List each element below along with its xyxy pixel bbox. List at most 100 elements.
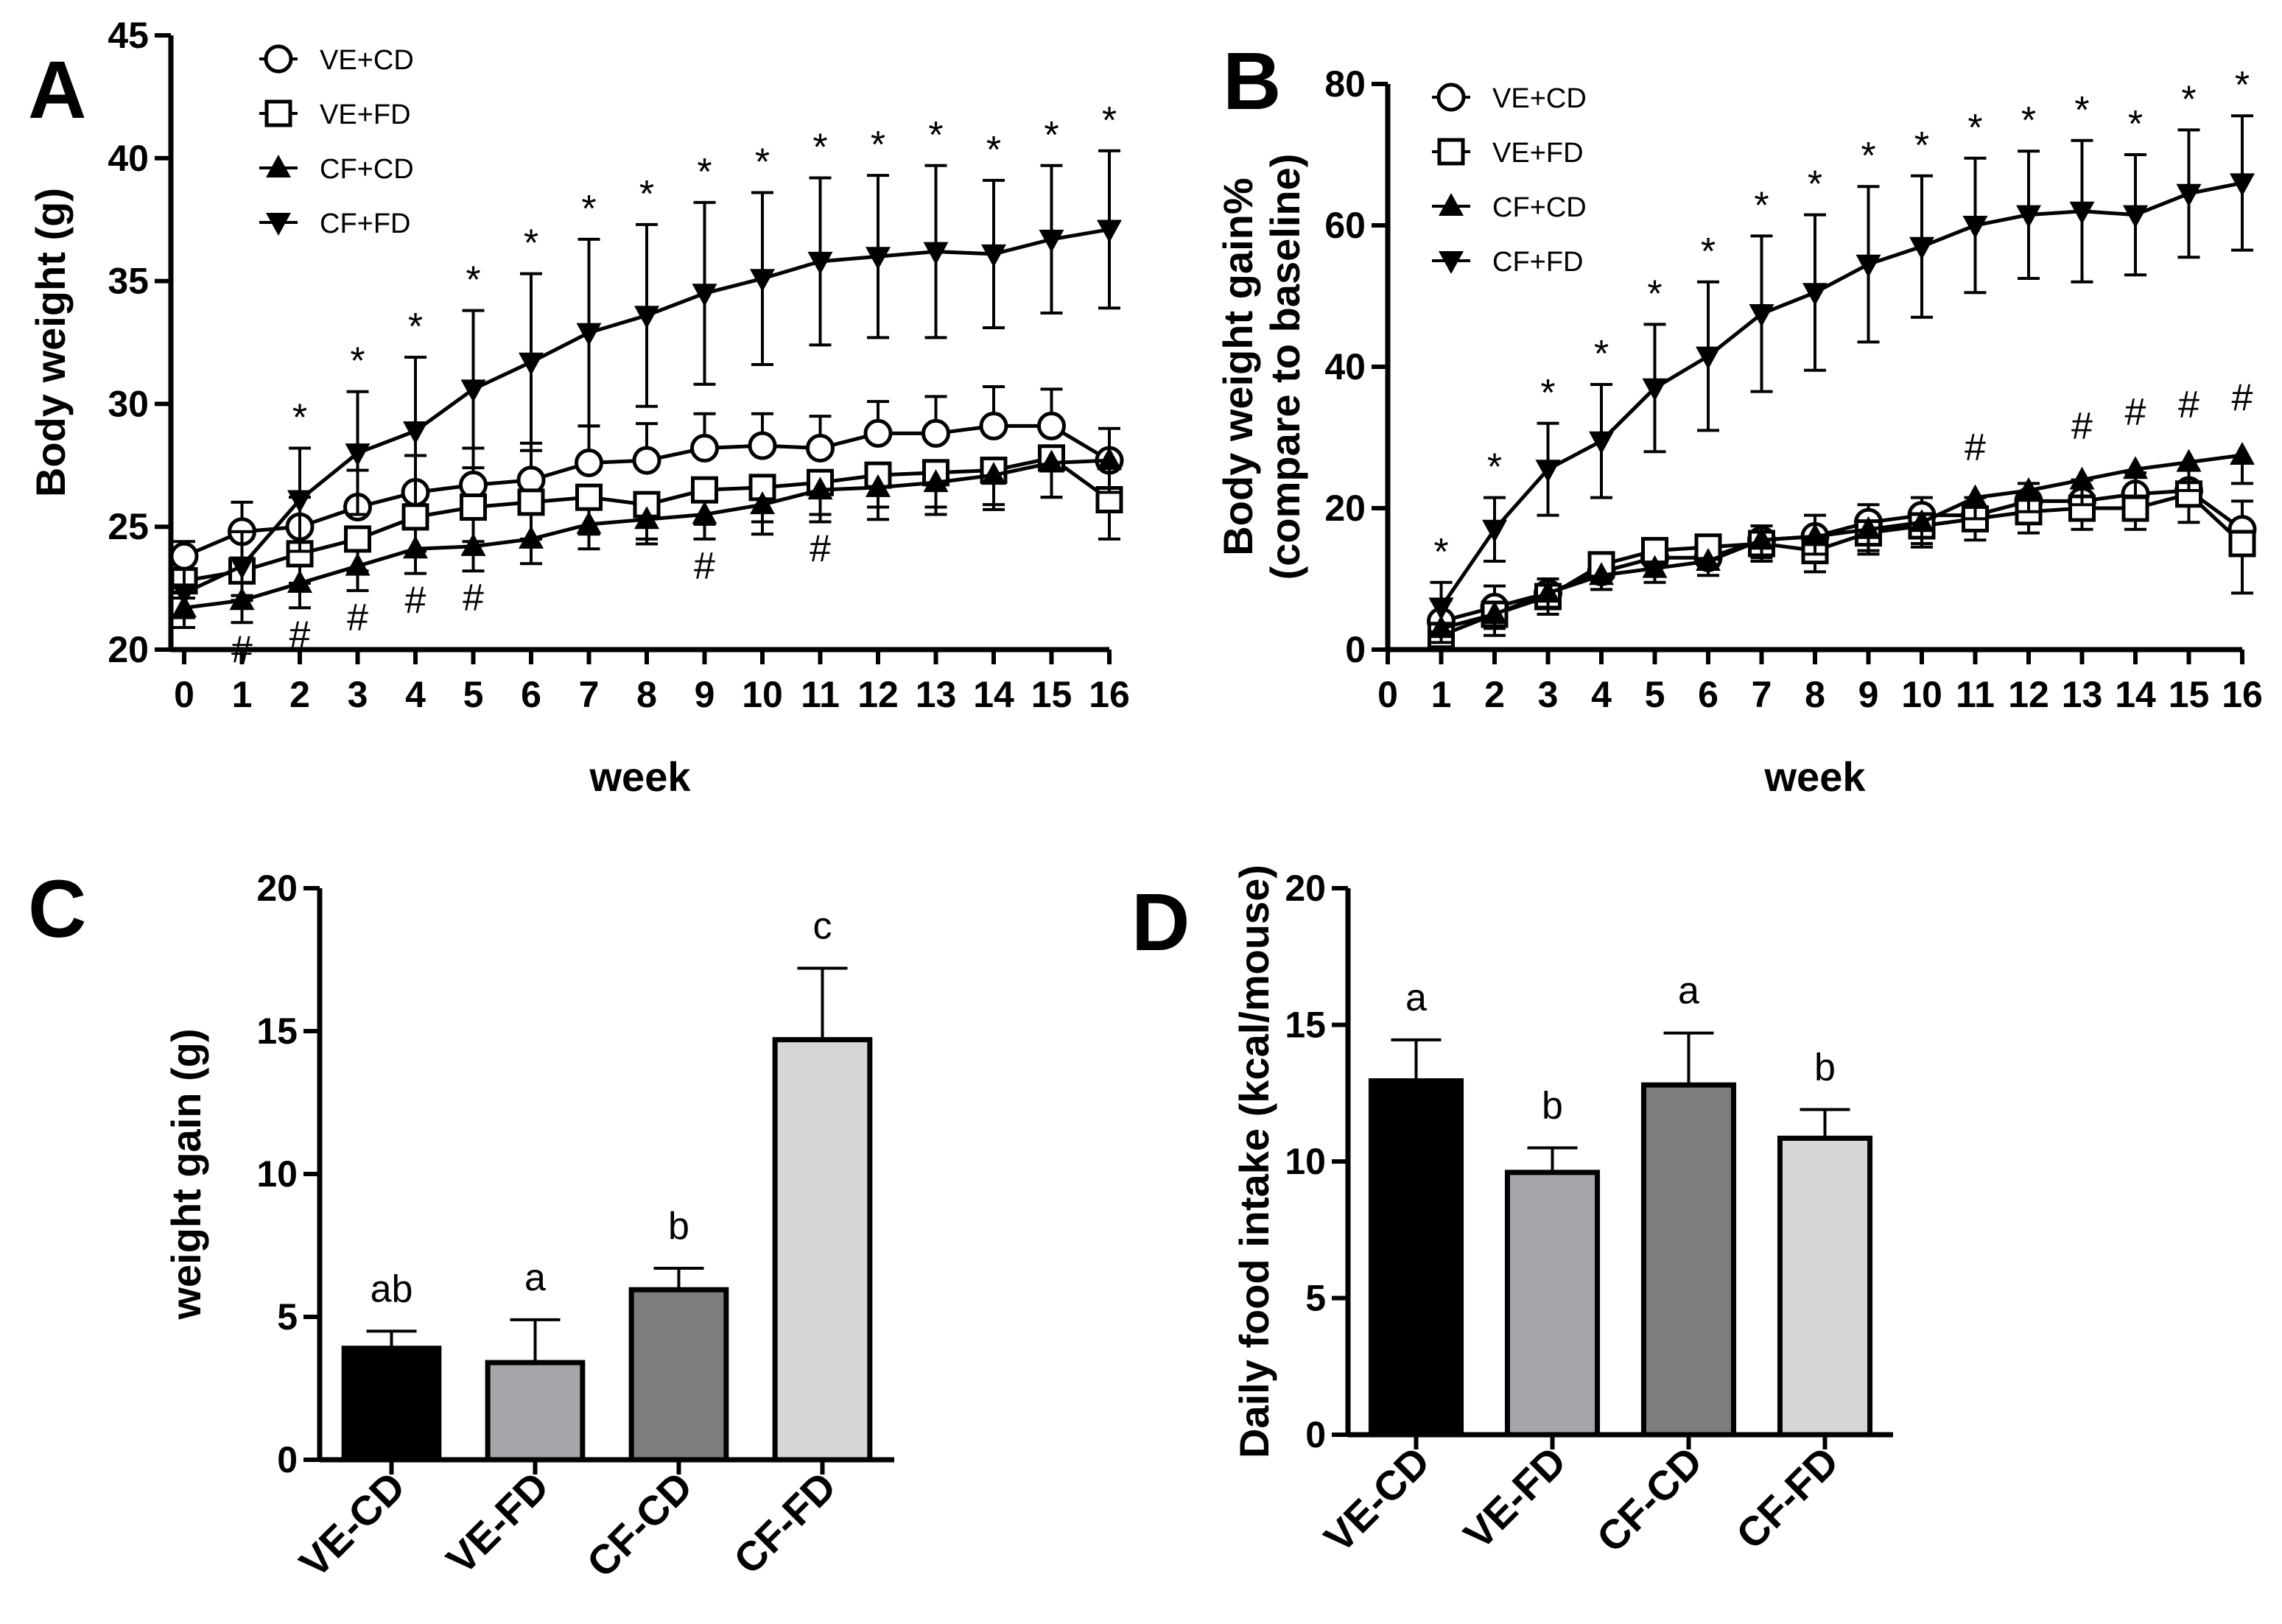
data-point — [863, 418, 893, 448]
data-point — [519, 525, 544, 549]
data-point — [748, 431, 777, 460]
y-axis-title: weight gain (g) — [163, 1028, 209, 1320]
bar-ve-cd — [1368, 1078, 1464, 1438]
data-point — [2230, 442, 2255, 465]
y-tick-label: 80 — [1324, 63, 1366, 105]
y-tick-label: 5 — [277, 1296, 298, 1337]
data-point — [1097, 447, 1122, 471]
legend-label: VE+FD — [320, 99, 411, 130]
data-point — [1039, 449, 1064, 473]
bar-cf-fd — [1777, 1135, 1873, 1438]
group-letter: ab — [371, 1268, 413, 1310]
x-tick-label: 6 — [521, 674, 541, 715]
data-point — [519, 352, 544, 376]
legend-label: CF+CD — [1492, 192, 1587, 223]
data-point — [2228, 530, 2256, 558]
data-point — [1749, 304, 1774, 327]
group-letter: a — [1405, 977, 1427, 1019]
y-tick-label: 0 — [277, 1439, 298, 1480]
series-line — [1440, 492, 2244, 638]
legend-marker — [266, 213, 291, 236]
significance-star: * — [697, 151, 712, 194]
data-point — [169, 541, 199, 571]
data-point — [979, 411, 1008, 440]
data-point — [287, 569, 312, 593]
significance-star: * — [1102, 99, 1117, 142]
significance-star: * — [1540, 372, 1555, 415]
significance-star: * — [1861, 135, 1875, 177]
x-tick-label: 8 — [1805, 674, 1825, 715]
legend-marker — [1439, 251, 1464, 274]
significance-hash: # — [405, 580, 426, 622]
x-tick-label: 15 — [2169, 674, 2210, 715]
x-tick-label: 4 — [405, 674, 426, 715]
data-point — [807, 251, 833, 275]
significance-star: * — [1044, 114, 1059, 157]
group-letter: b — [668, 1205, 689, 1248]
data-point — [1802, 523, 1828, 546]
x-tick-label: 13 — [916, 674, 957, 715]
legend-marker — [266, 155, 291, 177]
series-cf-fd — [1428, 114, 2255, 633]
legend-label: CF+FD — [320, 208, 411, 239]
data-point — [923, 242, 949, 265]
data-point — [575, 448, 603, 477]
y-tick-label: 0 — [1345, 629, 1366, 670]
data-point — [1802, 283, 1828, 306]
x-tick-label: 12 — [2008, 674, 2049, 715]
significance-star: * — [1967, 107, 1982, 150]
x-tick-label: 12 — [857, 674, 899, 715]
data-point — [345, 552, 371, 576]
bar-cf-fd — [772, 1037, 873, 1463]
data-point — [750, 491, 775, 515]
y-tick-label: 20 — [108, 629, 149, 670]
data-point — [806, 433, 835, 463]
significance-hash: # — [463, 577, 484, 619]
bar-ve-cd — [341, 1346, 442, 1463]
data-point — [2123, 205, 2148, 228]
data-point — [287, 490, 312, 513]
significance-hash: # — [2125, 391, 2146, 434]
significance-hash: # — [2232, 377, 2253, 420]
significance-star: * — [871, 124, 885, 166]
data-point — [1039, 229, 1064, 253]
x-tick-label: 1 — [1431, 674, 1452, 715]
x-tick-label: 8 — [636, 674, 657, 715]
series-ve-fd — [1428, 480, 2256, 651]
y-tick-label: 35 — [108, 261, 149, 302]
data-point — [460, 532, 486, 556]
legend-label: VE+CD — [1492, 83, 1587, 114]
data-point — [692, 501, 717, 524]
panel-letter-C: C — [28, 864, 86, 955]
category-label: VE-FD — [1455, 1438, 1575, 1558]
data-point — [1097, 219, 1122, 243]
panel-letter-A: A — [28, 45, 86, 136]
significance-star: * — [292, 396, 307, 439]
data-point — [2016, 477, 2041, 500]
data-point — [401, 503, 429, 531]
significance-star: * — [2074, 89, 2089, 132]
category-label: VE-FD — [438, 1463, 558, 1583]
panel-c-bar-chart: C 0 5 10 15 20 weight gain (g) ab VE-CD a VE-FD b CF… — [28, 864, 894, 1586]
significance-star: * — [1647, 273, 1662, 315]
data-point — [1856, 516, 1881, 539]
x-tick-label: 10 — [742, 674, 783, 715]
x-tick-label: 16 — [1089, 674, 1130, 715]
x-tick-label: 11 — [801, 674, 840, 715]
significance-hash: # — [810, 528, 831, 571]
legend-marker — [1436, 82, 1466, 112]
significance-star: * — [408, 306, 423, 348]
x-tick-label: 13 — [2062, 674, 2103, 715]
legend-marker — [264, 99, 292, 127]
data-point — [1749, 527, 1774, 550]
x-tick-label: 2 — [289, 674, 310, 715]
data-point — [1589, 562, 1614, 586]
category-label: CF-CD — [1587, 1438, 1711, 1561]
series-line — [1439, 180, 2243, 608]
data-point — [1909, 236, 1934, 260]
legend-marker — [1439, 193, 1464, 216]
legend-label: VE+CD — [320, 45, 414, 76]
